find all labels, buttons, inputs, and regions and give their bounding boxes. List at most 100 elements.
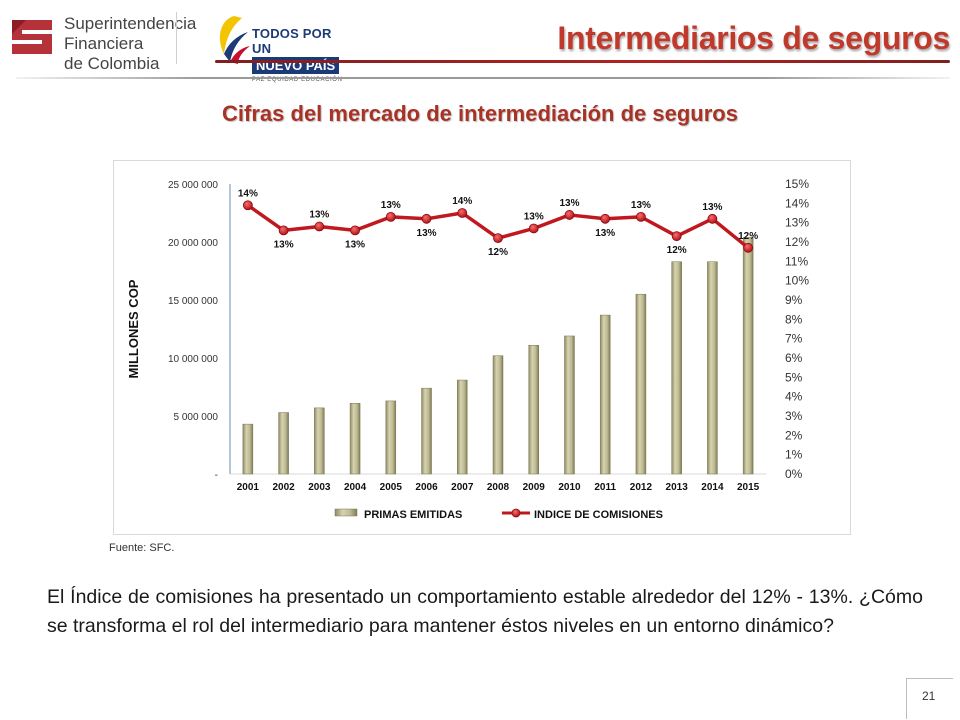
legend-swatch-primas [334, 508, 358, 517]
data-label-indice: 12% [488, 247, 508, 258]
y-tick-label: 10 000 000 [168, 354, 218, 365]
x-tick-label: 2009 [523, 482, 546, 493]
y-tick-label: 15 000 000 [168, 296, 218, 307]
data-label-indice: 13% [559, 198, 579, 209]
point-indice-comisiones [600, 213, 611, 224]
legend-label-primas: PRIMAS EMITIDAS [364, 509, 462, 521]
y2-tick-label: 15% [785, 177, 809, 191]
logo-gov-line3: PAZ EQUIDAD EDUCACIÓN [252, 77, 343, 83]
x-tick-label: 2011 [594, 482, 616, 493]
point-indice-comisiones [707, 213, 718, 224]
header-underline [16, 77, 950, 79]
page-title: Intermediarios de seguros [557, 20, 950, 56]
bar-primas-emitidas [242, 423, 254, 475]
bar-primas-emitidas [457, 379, 468, 475]
x-tick-label: 2010 [558, 482, 581, 493]
logo-sfc-line: Superintendencia [64, 14, 197, 33]
chart-container: - 5 000 000 10 000 000 15 000 000 20 000 000… [113, 160, 851, 535]
bar-primas-emitidas [492, 355, 504, 475]
source-note: Fuente: SFC. [109, 542, 175, 554]
y2-tick-label: 11% [785, 254, 808, 268]
x-tick-label: 2008 [487, 482, 510, 493]
point-indice-comisiones [457, 208, 468, 218]
data-label-indice: 13% [595, 228, 615, 239]
x-tick-label: 2007 [451, 482, 474, 493]
page-number: 21 [922, 689, 936, 703]
logo-gov-line1: TODOS POR UN [252, 26, 332, 56]
body-paragraph: El Índice de comisiones ha presentado un… [47, 586, 923, 637]
point-indice-comisiones [242, 200, 253, 211]
point-indice-comisiones [385, 211, 396, 222]
data-label-indice: 12% [667, 245, 687, 256]
point-indice-comisiones [350, 225, 360, 236]
y-tick-label: - [215, 470, 218, 481]
bar-primas-emitidas [599, 314, 611, 475]
data-label-indice: 13% [417, 228, 437, 239]
bar-primas-emitidas [528, 344, 539, 475]
data-label-indice: 13% [524, 211, 544, 222]
bar-primas-emitidas [421, 387, 432, 475]
point-indice-comisiones [314, 221, 325, 232]
x-tick-label: 2013 [666, 482, 689, 493]
legend-label-comisiones: INDICE DE COMISIONES [534, 509, 663, 521]
data-label-indice: 13% [381, 200, 401, 211]
superfinanciera-logo-icon [10, 14, 54, 58]
bar-primas-emitidas [564, 335, 575, 475]
point-indice-comisiones [564, 210, 575, 220]
data-label-indice: 13% [274, 239, 294, 250]
logo-superfinanciera: Superintendencia Financiera de Colombia [8, 10, 208, 73]
x-tick-label: 2001 [237, 482, 260, 493]
point-indice-comisiones [636, 211, 646, 222]
bar-primas-emitidas [385, 400, 397, 475]
point-indice-comisiones [278, 225, 289, 236]
data-label-indice: 12% [738, 231, 758, 242]
y2-tick-label: 12% [785, 235, 809, 249]
page-number-box [906, 678, 953, 719]
point-indice-comisiones [493, 233, 503, 244]
y-axis-title: MILLONES COP [126, 279, 141, 378]
data-label-indice: 14% [452, 196, 472, 207]
y2-tick-label: 4% [785, 390, 803, 404]
combo-chart: - 5 000 000 10 000 000 15 000 000 20 000 000… [126, 177, 809, 521]
y2-tick-label: 3% [785, 409, 803, 423]
y2-tick-label: 8% [785, 312, 803, 326]
x-tick-label: 2006 [415, 482, 438, 493]
logo-divider [176, 12, 177, 64]
bar-primas-emitidas [349, 402, 361, 475]
section-subtitle: Cifras del mercado de intermediación de … [222, 101, 738, 126]
point-indice-comisiones [528, 223, 539, 234]
y2-tick-label: 14% [785, 196, 809, 210]
y2-tick-label: 2% [785, 428, 803, 442]
data-label-indice: 13% [702, 202, 722, 213]
bar-primas-emitidas [635, 293, 647, 475]
point-indice-comisiones [421, 213, 432, 224]
point-indice-comisiones [671, 231, 682, 242]
x-tick-label: 2002 [272, 482, 295, 493]
y2-tick-label: 13% [785, 216, 809, 230]
data-label-indice: 13% [309, 210, 329, 221]
y2-tick-label: 9% [785, 293, 803, 307]
data-label-indice: 13% [345, 239, 365, 250]
y2-tick-label: 7% [785, 332, 803, 346]
y2-tick-label: 0% [785, 467, 803, 481]
x-tick-label: 2015 [737, 482, 760, 493]
y2-tick-label: 5% [785, 370, 803, 384]
y2-tick-label: 6% [785, 351, 803, 365]
data-label-indice: 13% [631, 200, 651, 211]
x-tick-label: 2005 [380, 482, 403, 493]
y-tick-label: 25 000 000 [168, 180, 218, 191]
logo-sfc-line: de Colombia [64, 54, 160, 73]
y-tick-label: 20 000 000 [168, 238, 218, 249]
header-divider [215, 60, 950, 63]
bar-primas-emitidas [278, 412, 289, 475]
colombia-flag-swirl-icon [219, 16, 250, 64]
legend-marker-comisiones [511, 508, 521, 518]
x-tick-label: 2004 [344, 482, 367, 493]
x-tick-label: 2003 [308, 482, 331, 493]
y2-tick-label: 1% [785, 448, 803, 462]
y2-tick-label: 10% [785, 274, 809, 288]
bar-primas-emitidas [742, 237, 754, 475]
bar-primas-emitidas [707, 261, 718, 475]
point-indice-comisiones [743, 242, 754, 253]
x-tick-label: 2014 [701, 482, 724, 493]
